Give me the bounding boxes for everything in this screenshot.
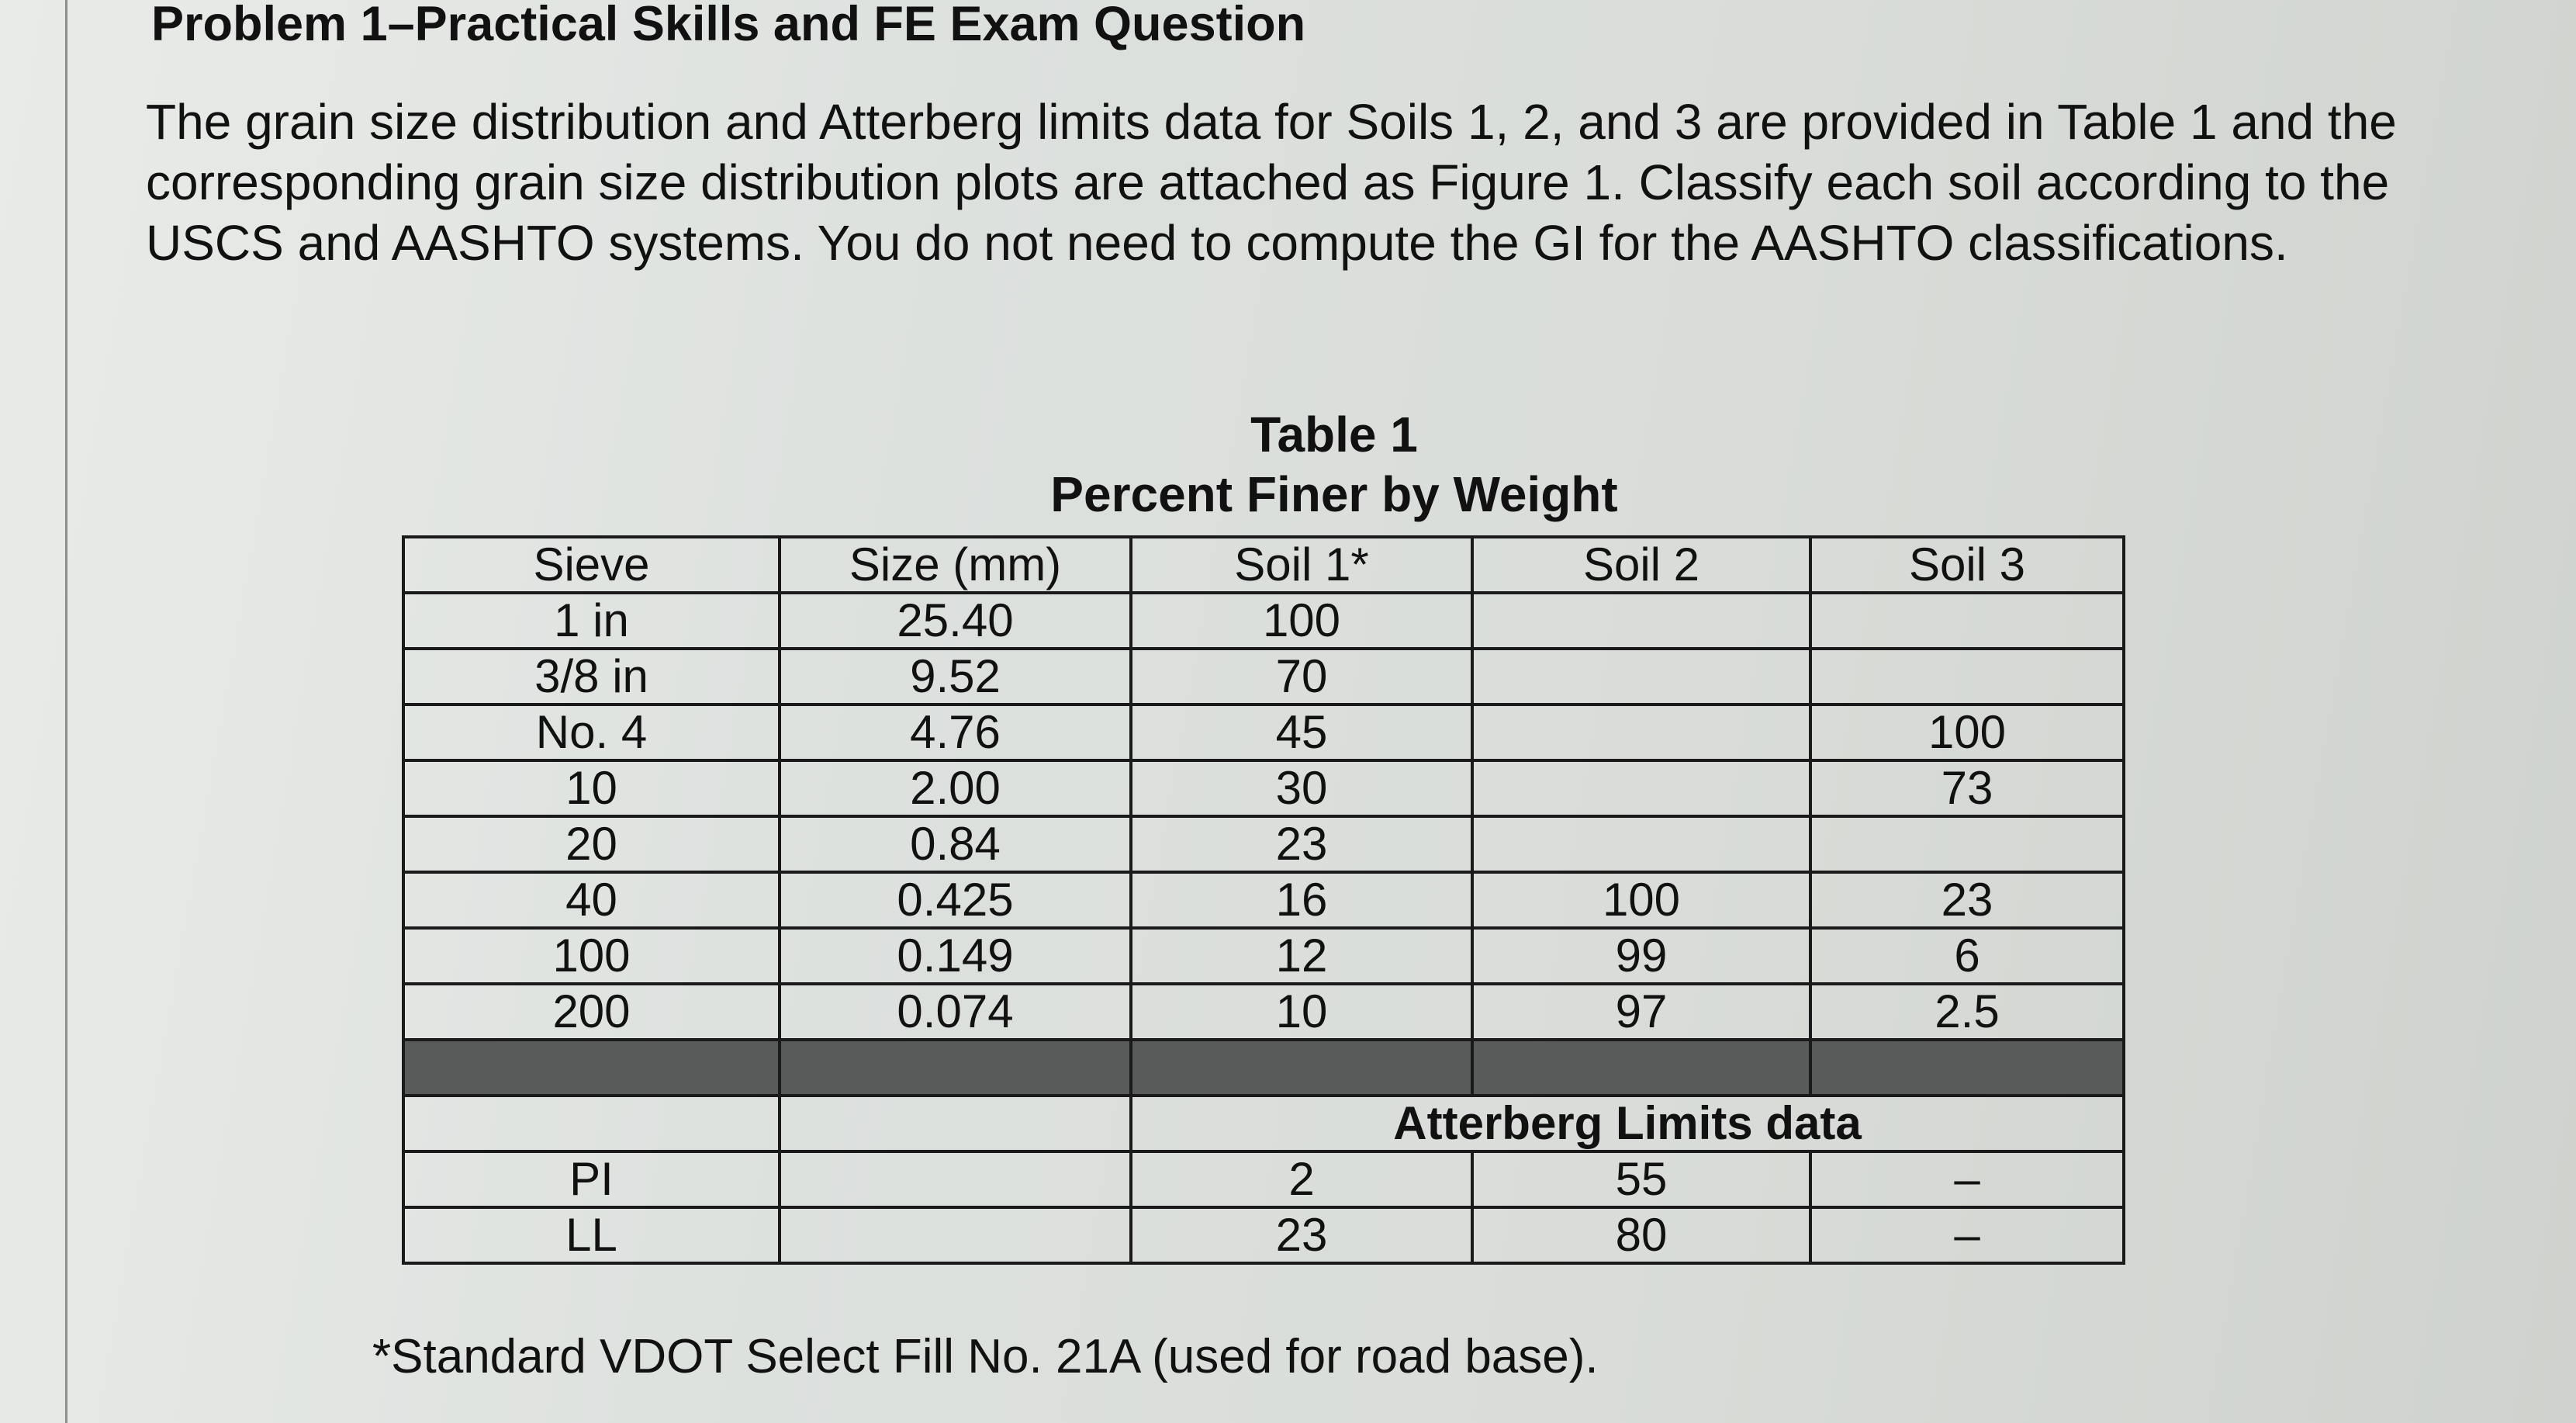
soil-1-cell: 23: [1129, 815, 1474, 874]
sieve-cell: 1 in: [402, 591, 781, 650]
page-margin-line: [65, 0, 67, 1423]
header-cell-soil-1: Soil 1*: [1129, 535, 1474, 594]
soil-2-cell: [1471, 647, 1812, 706]
atterberg-header-row: Atterberg Limits data: [402, 1094, 2125, 1153]
soil-1-cell: 12: [1129, 926, 1474, 985]
soil-1-cell: 30: [1129, 759, 1474, 818]
soil-3-cell: [1809, 591, 2125, 650]
header-cell-soil-3: Soil 3: [1809, 535, 2125, 594]
table-row: 100 0.149 12 99 6: [402, 926, 2125, 985]
soil-2-cell: 99: [1471, 926, 1812, 985]
soil-1-cell: 45: [1129, 703, 1474, 762]
soil-2-cell: [1471, 815, 1812, 874]
soil-2-cell: [1471, 759, 1812, 818]
size-cell: 0.149: [778, 926, 1132, 985]
sieve-cell: 20: [402, 815, 781, 874]
table-row: 20 0.84 23: [402, 815, 2125, 874]
header-cell-size: Size (mm): [778, 535, 1132, 594]
soil-1-cell: 100: [1129, 591, 1474, 650]
soil-1-cell: 10: [1129, 982, 1474, 1041]
table-header-row: Sieve Size (mm) Soil 1* Soil 2 Soil 3: [402, 535, 2125, 594]
property-label-cell: LL: [402, 1206, 781, 1265]
size-cell: 0.425: [778, 871, 1132, 930]
shaded-separator-row: [402, 1038, 2125, 1097]
soil-3-cell: [1809, 647, 2125, 706]
soil-3-cell: [1809, 815, 2125, 874]
empty-cell: [778, 1206, 1132, 1265]
table-row: 3/8 in 9.52 70: [402, 647, 2125, 706]
table-title: Table 1: [1250, 407, 1418, 462]
size-cell: 0.84: [778, 815, 1132, 874]
header-cell-soil-2: Soil 2: [1471, 535, 1812, 594]
table-row: 200 0.074 10 97 2.5: [402, 982, 2125, 1041]
shaded-cell: [402, 1038, 781, 1097]
shaded-cell: [1471, 1038, 1812, 1097]
table-row: No. 4 4.76 45 100: [402, 703, 2125, 762]
soil-3-cell: 2.5: [1809, 982, 2125, 1041]
header-cell-sieve: Sieve: [402, 535, 781, 594]
soil-3-cell: –: [1809, 1150, 2125, 1209]
table-row: 40 0.425 16 100 23: [402, 871, 2125, 930]
atterberg-row-ll: LL 23 80 –: [402, 1206, 2125, 1265]
sieve-cell: 200: [402, 982, 781, 1041]
size-cell: 9.52: [778, 647, 1132, 706]
size-cell: 0.074: [778, 982, 1132, 1041]
size-cell: 4.76: [778, 703, 1132, 762]
sieve-cell: No. 4: [402, 703, 781, 762]
shaded-cell: [1129, 1038, 1474, 1097]
soil-3-cell: 23: [1809, 871, 2125, 930]
soil-1-cell: 23: [1129, 1206, 1474, 1265]
empty-cell: [402, 1094, 781, 1153]
atterberg-row-pi: PI 2 55 –: [402, 1150, 2125, 1209]
soil-2-cell: [1471, 703, 1812, 762]
soil-2-cell: 55: [1471, 1150, 1812, 1209]
problem-heading: Problem 1–Practical Skills and FE Exam Q…: [151, 0, 1306, 51]
table-subtitle: Percent Finer by Weight: [1050, 466, 1618, 522]
property-label-cell: PI: [402, 1150, 781, 1209]
sieve-cell: 40: [402, 871, 781, 930]
table-row: 10 2.00 30 73: [402, 759, 2125, 818]
soil-2-cell: [1471, 591, 1812, 650]
grain-size-table: Sieve Size (mm) Soil 1* Soil 2 Soil 3 1 …: [402, 535, 2125, 1265]
size-cell: 25.40: [778, 591, 1132, 650]
soil-3-cell: 100: [1809, 703, 2125, 762]
empty-cell: [778, 1150, 1132, 1209]
soil-3-cell: 73: [1809, 759, 2125, 818]
soil-2-cell: 80: [1471, 1206, 1812, 1265]
soil-2-cell: 97: [1471, 982, 1812, 1041]
shaded-cell: [1809, 1038, 2125, 1097]
soil-1-cell: 16: [1129, 871, 1474, 930]
problem-statement: The grain size distribution and Atterber…: [146, 94, 2397, 271]
soil-1-cell: 2: [1129, 1150, 1474, 1209]
sieve-cell: 10: [402, 759, 781, 818]
soil-3-cell: –: [1809, 1206, 2125, 1265]
atterberg-limits-heading: Atterberg Limits data: [1129, 1094, 2125, 1153]
soil-3-cell: 6: [1809, 926, 2125, 985]
soil-2-cell: 100: [1471, 871, 1812, 930]
sieve-cell: 3/8 in: [402, 647, 781, 706]
sieve-cell: 100: [402, 926, 781, 985]
empty-cell: [778, 1094, 1132, 1153]
soil-1-cell: 70: [1129, 647, 1474, 706]
shaded-cell: [778, 1038, 1132, 1097]
table-footnote: *Standard VDOT Select Fill No. 21A (used…: [372, 1330, 1599, 1383]
size-cell: 2.00: [778, 759, 1132, 818]
table-row: 1 in 25.40 100: [402, 591, 2125, 650]
